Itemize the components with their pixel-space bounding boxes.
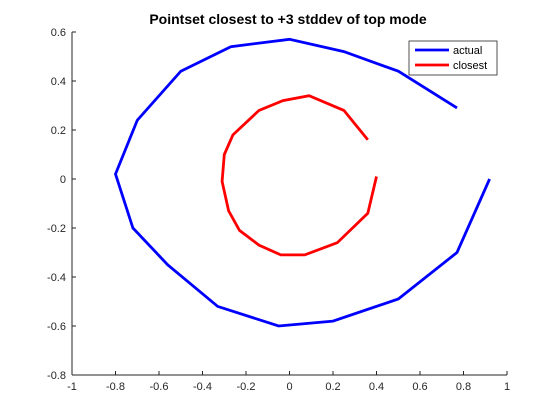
- x-tick-label: 1: [504, 381, 510, 393]
- y-tick-label: -0.8: [47, 370, 66, 382]
- x-axis: -1 -0.8 -0.6 -0.4 -0.2 0 0.2 0.4 0.6 0.8 1: [67, 371, 510, 393]
- x-tick-label: -1: [67, 381, 77, 393]
- y-tick-label: 0.4: [51, 76, 66, 88]
- legend: actual closest: [408, 40, 498, 76]
- x-tick-label: 0.6: [412, 381, 427, 393]
- x-tick-label: 0.2: [325, 381, 340, 393]
- legend-label-closest: closest: [453, 60, 487, 72]
- plot-area: [72, 32, 507, 375]
- x-tick-label: -0.8: [106, 381, 125, 393]
- y-tick-label: 0.2: [51, 125, 66, 137]
- y-tick-label: -0.6: [47, 321, 66, 333]
- y-tick-label: -0.4: [47, 272, 66, 284]
- x-tick-label: 0.4: [369, 381, 384, 393]
- chart-title: Pointset closest to +3 stddev of top mod…: [149, 11, 427, 27]
- y-tick-label: -0.2: [47, 223, 66, 235]
- series-line-actual: [114, 37, 491, 328]
- y-tick-label: 0: [60, 174, 66, 186]
- x-tick-label: -0.6: [150, 381, 169, 393]
- axes-background: [72, 32, 507, 375]
- series-layer: [114, 37, 491, 328]
- x-tick-label: -0.4: [193, 381, 212, 393]
- legend-box: [408, 40, 498, 76]
- x-tick-label: -0.2: [237, 381, 256, 393]
- y-axis: -0.8 -0.6 -0.4 -0.2 0 0.2 0.4 0.6: [47, 27, 76, 382]
- legend-label-actual: actual: [453, 45, 482, 57]
- series-line-closest: [220, 94, 378, 257]
- x-tick-label: 0: [286, 381, 292, 393]
- x-tick-label: 0.8: [456, 381, 471, 393]
- y-tick-label: 0.6: [51, 27, 66, 39]
